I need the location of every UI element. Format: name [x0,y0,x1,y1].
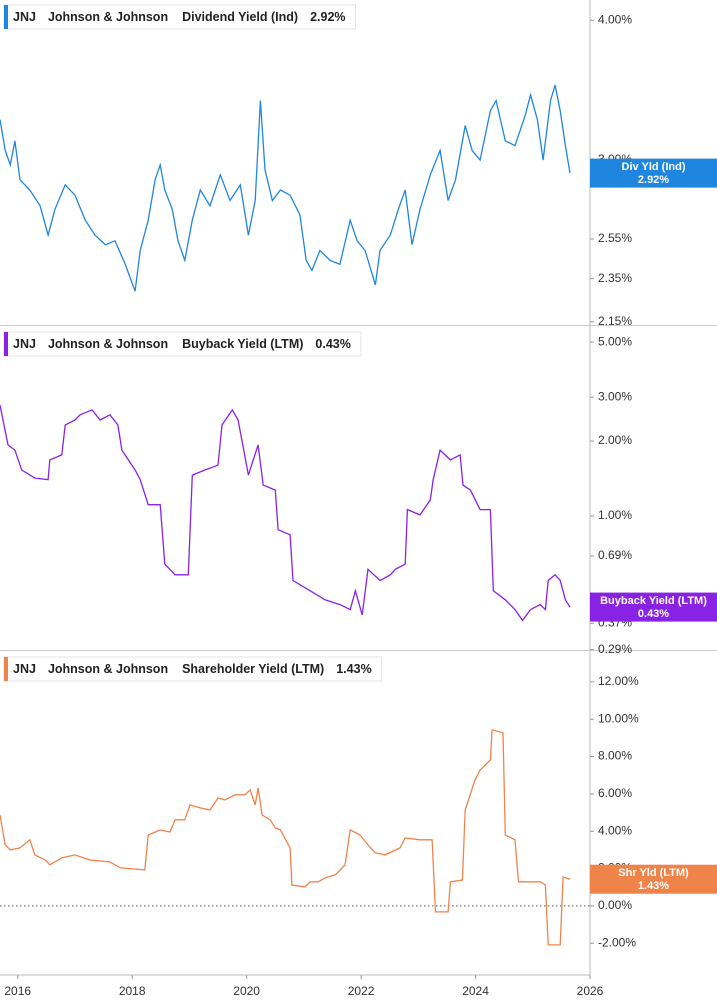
plot [0,404,571,622]
y-tick-label: 0.29% [598,642,632,656]
legend-series: Dividend Yield (Ind) [182,10,298,24]
y-tick-label: 1.00% [598,508,632,522]
plot [0,729,571,946]
y-tick-label: 8.00% [598,749,632,763]
badge-value: 1.43% [638,880,669,892]
legend-company: Johnson & Johnson [48,337,168,351]
x-tick-label: 2026 [577,984,604,998]
y-tick-label: 12.00% [598,674,639,688]
plot [0,84,571,292]
x-tick-label: 2022 [348,984,375,998]
x-tick-label: 2024 [462,984,489,998]
badge-name: Shr Yld (LTM) [618,867,689,879]
y-tick-label: 4.00% [598,823,632,837]
y-tick-label: 4.00% [598,12,632,26]
legend-value: 2.92% [310,10,345,24]
legend-swatch [4,657,8,681]
y-tick-label: -2.00% [598,935,636,949]
legend-company: Johnson & Johnson [48,662,168,676]
value-badge [590,864,717,894]
y-tick-label: 5.00% [598,334,632,348]
value-badge [590,592,717,622]
x-tick-label: 2018 [119,984,146,998]
data-line [0,729,571,946]
y-tick-label: 0.00% [598,898,632,912]
x-tick-label: 2020 [233,984,260,998]
data-line [0,84,571,292]
value-badge [590,158,717,188]
legend-swatch [4,5,8,29]
badge-name: Div Yld (Ind) [622,161,686,173]
legend-series: Shareholder Yield (LTM) [182,662,324,676]
y-tick-label: 2.55% [598,231,632,245]
y-tick-label: 2.15% [598,314,632,328]
badge-value: 2.92% [638,174,669,186]
x-tick-label: 2016 [4,984,31,998]
legend-box [3,4,357,30]
y-tick-label: 0.69% [598,548,632,562]
legend-value: 1.43% [336,662,371,676]
y-tick-label: 2.35% [598,271,632,285]
data-line [0,404,571,622]
legend-series: Buyback Yield (LTM) [182,337,303,351]
legend-ticker: JNJ [13,10,36,24]
legend-ticker: JNJ [13,662,36,676]
badge-name: Buyback Yield (LTM) [600,595,707,607]
y-tick-label: 6.00% [598,786,632,800]
legend-box [3,656,383,682]
y-tick-label: 2.00% [598,433,632,447]
y-tick-label: 3.00% [598,389,632,403]
y-tick-label: 10.00% [598,711,639,725]
legend-ticker: JNJ [13,337,36,351]
legend-value: 0.43% [315,337,350,351]
badge-value: 0.43% [638,608,669,620]
legend-swatch [4,332,8,356]
legend-company: Johnson & Johnson [48,10,168,24]
